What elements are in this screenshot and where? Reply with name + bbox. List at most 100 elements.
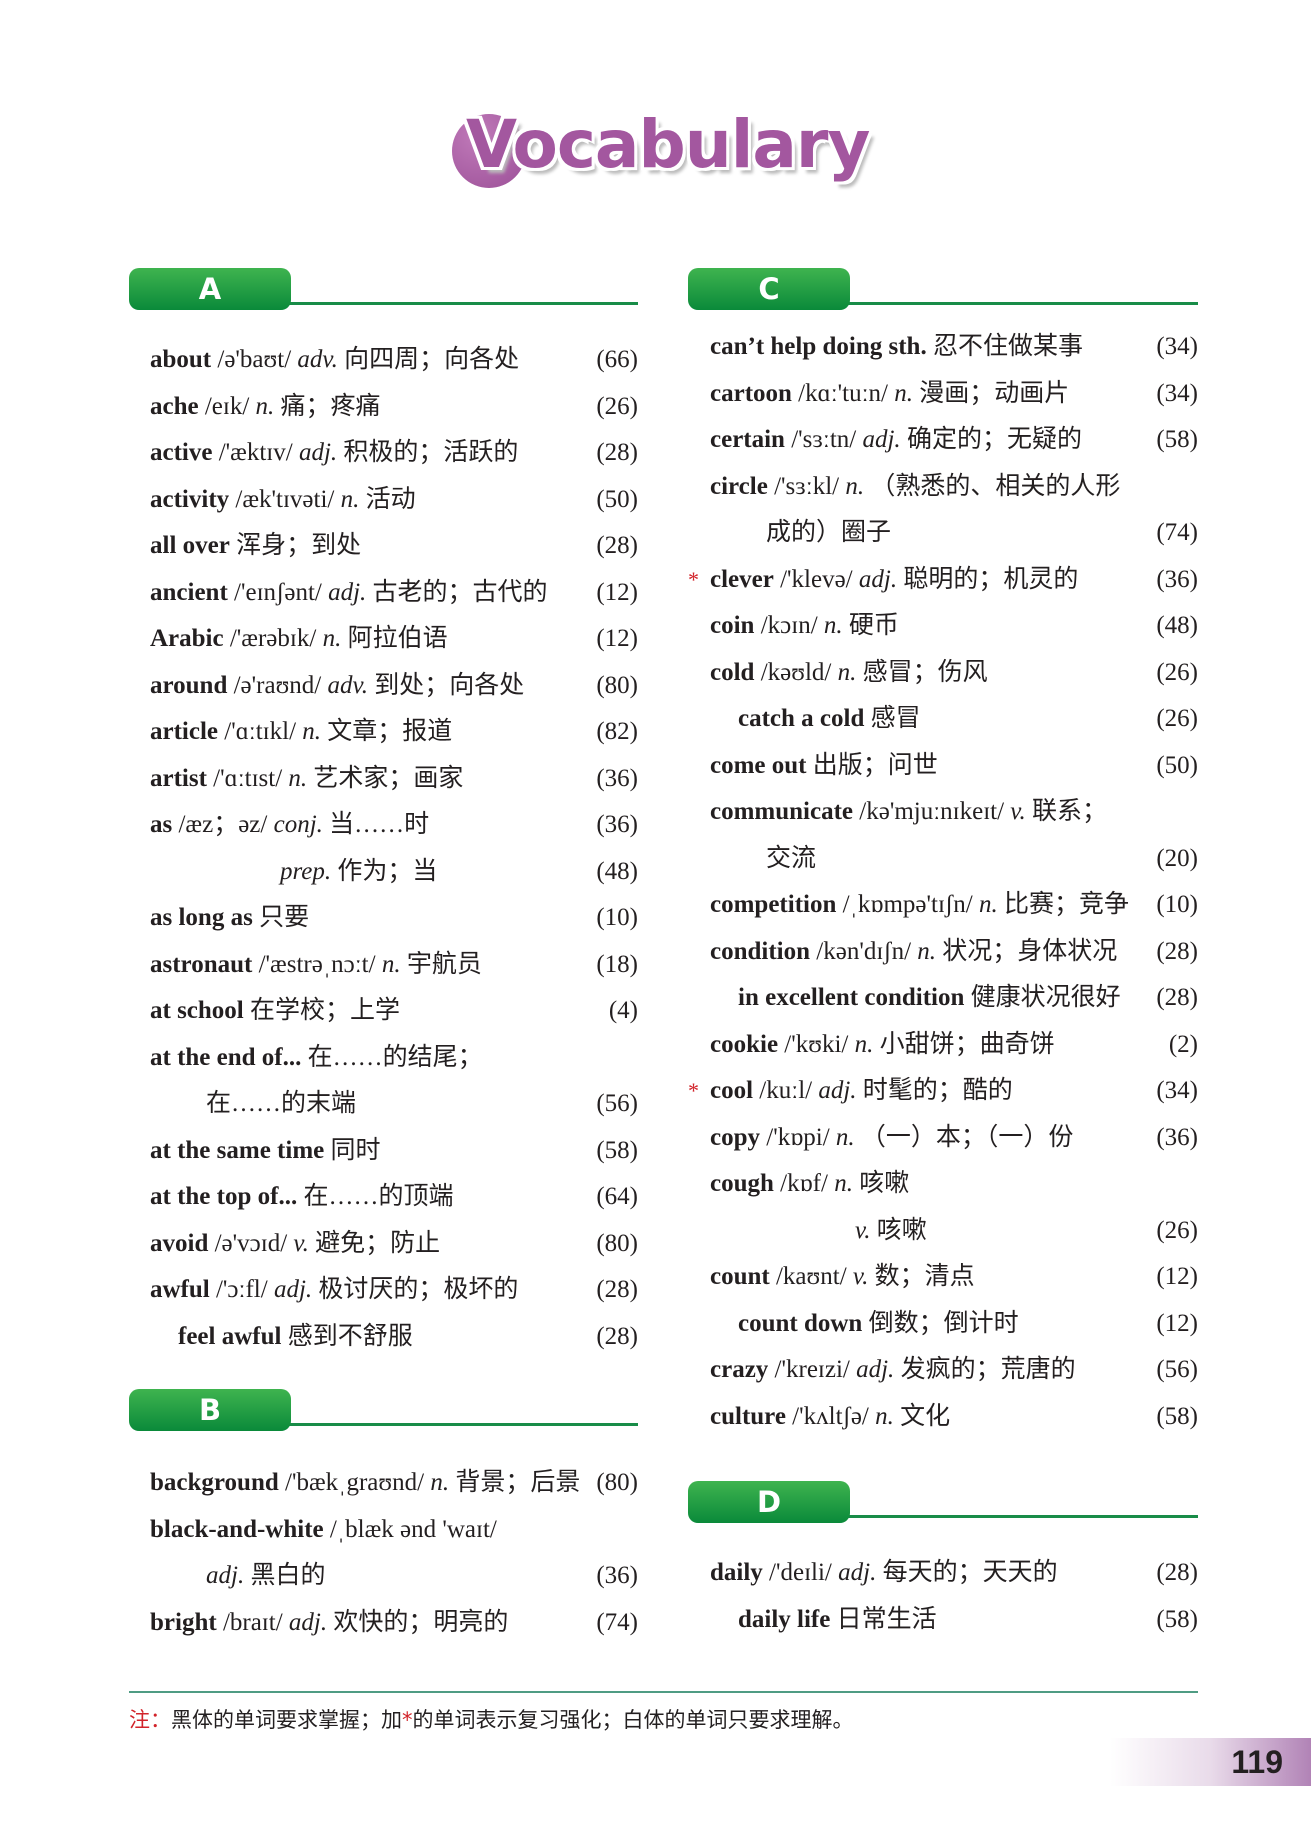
entry-word: come out xyxy=(710,751,807,779)
vocab-entry: at the end of... 在……的结尾； xyxy=(150,1035,638,1082)
vocab-entry: feel awful 感到不舒服 (28) xyxy=(150,1314,638,1361)
entry-word: can’t help doing sth. xyxy=(710,333,927,360)
entry-part-of-speech: adj. xyxy=(838,1559,877,1586)
vocab-entry: can’t help doing sth. 忍不住做某事 (34) xyxy=(710,324,1198,371)
entry-definition: 出版；问世 xyxy=(812,751,938,779)
entry-word: at the same time xyxy=(150,1136,325,1164)
entry-part-of-speech: n. xyxy=(381,950,401,978)
entry-page-ref: (58) xyxy=(1156,426,1198,453)
entry-phonetic: /'klevə/ xyxy=(780,565,853,593)
entry-phonetic: /ˌblæk ənd 'waɪt/ xyxy=(329,1515,497,1543)
vocab-entry: copy /'kɒpi/ n. （一）本；（一）份 (36) xyxy=(710,1115,1198,1162)
vocab-entry: cough /kɒf/ n. 咳嗽 xyxy=(710,1161,1198,1208)
entry-phonetic: /'æstrəˌnɔːt/ xyxy=(258,950,376,978)
entry-page-ref: (26) xyxy=(1156,658,1198,686)
entry-part-of-speech: adj. xyxy=(328,578,367,606)
entry-part-of-speech: n. xyxy=(845,472,865,500)
entry-part-of-speech: n. xyxy=(978,891,998,918)
vocab-entry: count down 倒数；倒计时 (12) xyxy=(710,1301,1198,1348)
entry-definition: 发疯的；荒唐的 xyxy=(900,1356,1076,1383)
vocab-entry: black-and-white /ˌblæk ənd 'waɪt/ xyxy=(150,1507,638,1554)
entry-word: crazy xyxy=(710,1356,769,1383)
entry-definition: 感冒 xyxy=(870,705,921,732)
entry-word: astronaut xyxy=(150,950,253,978)
vocab-entry: 成的）圈子 (74) xyxy=(710,510,1198,557)
entry-definition: 宇航员 xyxy=(406,950,482,978)
entry-definition: 成的）圈子 xyxy=(766,519,892,546)
entry-page-ref: (56) xyxy=(596,1090,638,1117)
entry-page-ref: (10) xyxy=(1156,891,1198,918)
entry-definition: 文章；报道 xyxy=(327,718,453,745)
page-number-box: 119 xyxy=(1110,1738,1311,1786)
vocab-entry: v. 咳嗽 (26) xyxy=(710,1208,1198,1255)
note-text-2: 的单词表示复习强化；白体的单词只要求理解。 xyxy=(412,1708,854,1732)
entry-page-ref: (28) xyxy=(1156,1559,1198,1586)
entry-page-ref: (80) xyxy=(596,1229,638,1257)
entry-definition: 联系； xyxy=(1032,798,1108,825)
entry-page-ref: (34) xyxy=(1156,379,1198,407)
entry-definition: （一）本；（一）份 xyxy=(860,1123,1074,1151)
entry-page-ref: (18) xyxy=(596,950,638,978)
entry-definition: 极讨厌的；极坏的 xyxy=(318,1276,519,1303)
entry-page-ref: (28) xyxy=(1156,984,1198,1011)
entry-page-ref: (26) xyxy=(1156,1216,1198,1244)
entry-definition: 欢快的；明亮的 xyxy=(333,1608,509,1636)
entry-phonetic: /ə'vɔɪd/ xyxy=(214,1229,288,1257)
entry-word: condition xyxy=(710,937,811,965)
entry-word: feel awful xyxy=(178,1322,282,1350)
entry-definition: 在学校；上学 xyxy=(250,997,401,1024)
entry-word: circle xyxy=(710,472,768,500)
entry-word: background xyxy=(150,1469,279,1496)
entry-part-of-speech: adj. xyxy=(288,1608,328,1636)
vocab-entry: bright /braɪt/ adj. 欢快的；明亮的 (74) xyxy=(150,1600,638,1647)
section-header-b: B xyxy=(129,1389,638,1431)
entry-word: count down xyxy=(738,1309,863,1337)
entry-list: can’t help doing sth. 忍不住做某事 (34) cartoon … xyxy=(688,324,1198,1441)
entry-definition: 背景；后景 xyxy=(455,1469,581,1496)
entry-definition: 日常生活 xyxy=(836,1605,937,1633)
entry-phonetic: /'ɔːfl/ xyxy=(215,1276,268,1303)
entry-phonetic: /braɪt/ xyxy=(222,1608,283,1636)
entry-phonetic: /'kɒpi/ xyxy=(766,1123,830,1151)
entry-part-of-speech: v. xyxy=(1010,798,1026,825)
vocab-entry: certain /'sɜːtn/ adj. 确定的；无疑的 (58) xyxy=(710,417,1198,464)
entry-part-of-speech: n. xyxy=(322,625,342,652)
entry-definition: 活动 xyxy=(365,485,416,513)
section-letter: C xyxy=(688,268,850,310)
vocab-entry: article /'ɑːtɪkl/ n. 文章；报道 (82) xyxy=(150,709,638,756)
entry-part-of-speech: adj. xyxy=(273,1276,313,1303)
entry-part-of-speech: v. xyxy=(855,1216,871,1244)
entry-definition: （熟悉的、相关的人形 xyxy=(870,472,1121,500)
entry-part-of-speech: n. xyxy=(255,392,275,420)
entry-word: Arabic xyxy=(150,625,224,652)
footer-note: 注：黑体的单词要求掌握；加*的单词表示复习强化；白体的单词只要求理解。 xyxy=(129,1704,854,1734)
entry-definition: 阿拉伯语 xyxy=(347,625,448,652)
entry-word: cookie xyxy=(710,1030,779,1058)
title-circle-badge xyxy=(452,114,526,188)
note-label: 注： xyxy=(129,1708,171,1732)
entry-word: all over xyxy=(150,532,230,559)
entry-definition: 文化 xyxy=(900,1402,951,1430)
entry-page-ref: (82) xyxy=(596,718,638,745)
entry-page-ref: (12) xyxy=(1156,1309,1198,1337)
entry-page-ref: (48) xyxy=(596,857,638,885)
vocab-entry: ache /eɪk/ n. 痛；疼痛 (26) xyxy=(150,384,638,431)
entry-phonetic: /ə'raʊnd/ xyxy=(233,671,322,699)
entry-definition: 状况；身体状况 xyxy=(942,937,1118,965)
vocab-entry: as long as 只要 (10) xyxy=(150,895,638,942)
entry-list: about /ə'baʊt/ adv. 向四周；向各处 (66) ache /eɪk… xyxy=(150,337,638,1360)
entry-list: daily /'deɪli/ adj. 每天的；天天的 (28) daily lif… xyxy=(710,1550,1198,1643)
entry-page-ref: (80) xyxy=(596,671,638,699)
entry-word: as long as xyxy=(150,904,253,931)
entry-definition: 到处；向各处 xyxy=(374,671,525,699)
entry-part-of-speech: adv. xyxy=(327,671,369,699)
entry-part-of-speech: adj. xyxy=(856,1356,895,1383)
entry-definition: 在……的结尾； xyxy=(307,1043,483,1071)
vocab-entry: * clever /'klevə/ adj. 聪明的；机灵的 (36) xyxy=(688,557,1198,604)
vocab-entry: prep. 作为；当 (48) xyxy=(150,849,638,896)
entry-part-of-speech: v. xyxy=(293,1229,309,1257)
entry-page-ref: (36) xyxy=(596,811,638,838)
vocab-entry: culture /'kʌltʃə/ n. 文化 (58) xyxy=(710,1394,1198,1441)
vocab-entry: circle /'sɜːkl/ n. （熟悉的、相关的人形 xyxy=(710,464,1198,511)
entry-part-of-speech: n. xyxy=(837,658,857,686)
